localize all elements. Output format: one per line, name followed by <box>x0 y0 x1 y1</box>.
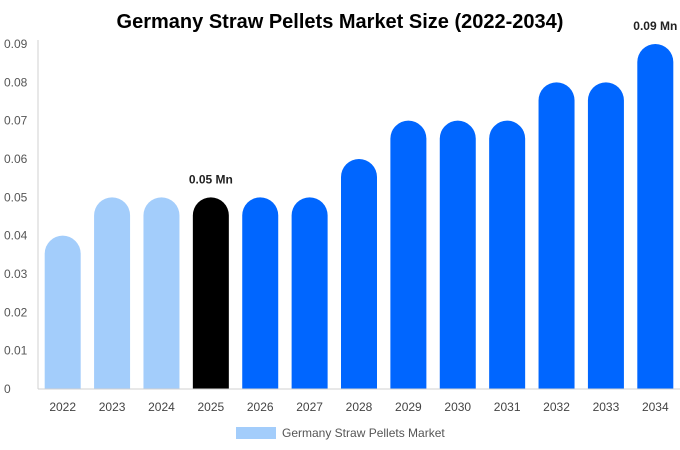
bar-2031[interactable] <box>489 120 526 389</box>
x-tick-label: 2023 <box>99 400 126 414</box>
x-tick-label: 2022 <box>49 400 76 414</box>
y-tick-label: 0.01 <box>4 344 28 358</box>
data-label-2034: 0.09 Mn <box>633 19 677 33</box>
bar-2023[interactable] <box>94 197 131 389</box>
bar-2026[interactable] <box>242 197 279 389</box>
x-axis: 2022 2023 2024 2025 2026 2027 2028 2029 2030 2031… <box>38 388 680 414</box>
y-tick-label: 0.08 <box>4 75 28 89</box>
y-tick-label: 0.09 <box>4 37 28 51</box>
y-tick-label: 0.02 <box>4 305 28 319</box>
x-tick-label: 2027 <box>296 400 323 414</box>
y-tick-label: 0.07 <box>4 114 28 128</box>
y-tick-label: 0.03 <box>4 267 28 281</box>
x-tick-label: 2033 <box>593 400 620 414</box>
y-tick-label: 0.05 <box>4 190 28 204</box>
bar-2028[interactable] <box>341 159 377 389</box>
y-tick-label: 0 <box>4 382 11 396</box>
bar-2030[interactable] <box>439 120 476 389</box>
y-tick-label: 0.04 <box>4 229 28 243</box>
x-tick-label: 2032 <box>543 400 570 414</box>
bar-2027[interactable] <box>291 197 328 389</box>
x-tick-label: 2034 <box>642 400 669 414</box>
bar-2025[interactable] <box>192 197 229 389</box>
legend-label: Germany Straw Pellets Market <box>282 426 445 440</box>
y-tick-label: 0.06 <box>4 152 28 166</box>
x-tick-label: 2031 <box>494 400 521 414</box>
x-tick-label: 2029 <box>395 400 422 414</box>
bar-2022[interactable] <box>44 235 81 389</box>
bars <box>44 44 674 389</box>
x-tick-label: 2028 <box>346 400 373 414</box>
x-tick-label: 2024 <box>148 400 175 414</box>
legend-swatch <box>236 427 276 439</box>
bar-2034[interactable] <box>637 44 674 389</box>
legend[interactable]: Germany Straw Pellets Market <box>236 426 445 440</box>
data-label-2025: 0.05 Mn <box>189 172 233 186</box>
chart-title: Germany Straw Pellets Market Size (2022-… <box>117 11 564 33</box>
x-tick-label: 2025 <box>197 400 224 414</box>
x-tick-label: 2026 <box>247 400 274 414</box>
bar-2032[interactable] <box>538 82 575 389</box>
y-axis: 0 0.01 0.02 0.03 0.04 0.05 0.06 0.07 0.08 0.09 <box>4 37 39 396</box>
bar-2024[interactable] <box>143 197 180 389</box>
annotations: 0.05 Mn 0.09 Mn <box>189 19 677 186</box>
bar-2033[interactable] <box>587 82 624 389</box>
x-tick-label: 2030 <box>444 400 471 414</box>
bar-2029[interactable] <box>390 120 427 389</box>
